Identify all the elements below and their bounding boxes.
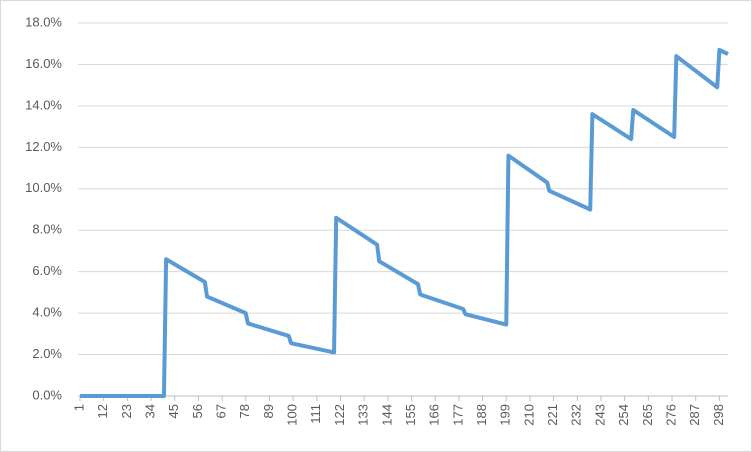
- x-tick-label: 188: [474, 404, 489, 426]
- x-tick-label: 199: [498, 404, 513, 426]
- y-tick-label: 8.0%: [32, 222, 62, 237]
- x-tick-label: 111: [308, 404, 323, 424]
- x-tick-label: 221: [545, 404, 560, 426]
- x-tick-label: 23: [119, 404, 134, 418]
- x-tick-label: 89: [261, 404, 276, 418]
- x-tick-label: 78: [237, 404, 252, 418]
- x-tick-label: 56: [190, 404, 205, 418]
- x-tick-label: 287: [687, 404, 702, 426]
- y-tick-label: 16.0%: [25, 56, 62, 71]
- x-tick-label: 1: [71, 404, 86, 411]
- x-tick-label: 12: [95, 404, 110, 418]
- x-tick-label: 298: [711, 404, 726, 426]
- x-tick-label: 45: [166, 404, 181, 418]
- y-tick-label: 2.0%: [32, 346, 62, 361]
- y-tick-label: 18.0%: [25, 14, 62, 29]
- x-tick-label: 232: [569, 404, 584, 426]
- x-tick-label: 133: [356, 404, 371, 426]
- x-tick-label: 155: [403, 404, 418, 426]
- x-tick-label: 243: [592, 404, 607, 426]
- x-tick-label: 254: [616, 404, 631, 426]
- x-tick-label: 67: [214, 404, 229, 418]
- x-tick-label: 265: [640, 404, 655, 426]
- y-tick-label: 12.0%: [25, 139, 62, 154]
- y-tick-label: 10.0%: [25, 180, 62, 195]
- y-tick-label: 0.0%: [32, 387, 62, 402]
- x-tick-label: 276: [663, 404, 678, 426]
- x-tick-label: 166: [427, 404, 442, 426]
- line-series: [80, 47, 729, 398]
- x-tick-label: 144: [379, 404, 394, 426]
- x-tick-label: 210: [521, 404, 536, 426]
- x-tick-label: 100: [285, 404, 300, 426]
- y-tick-label: 14.0%: [25, 97, 62, 112]
- x-tick-label: 34: [142, 404, 157, 418]
- y-tick-label: 4.0%: [32, 305, 62, 320]
- y-tick-label: 6.0%: [32, 263, 62, 278]
- x-tick-label: 122: [332, 404, 347, 426]
- x-tick-label: 177: [450, 404, 465, 426]
